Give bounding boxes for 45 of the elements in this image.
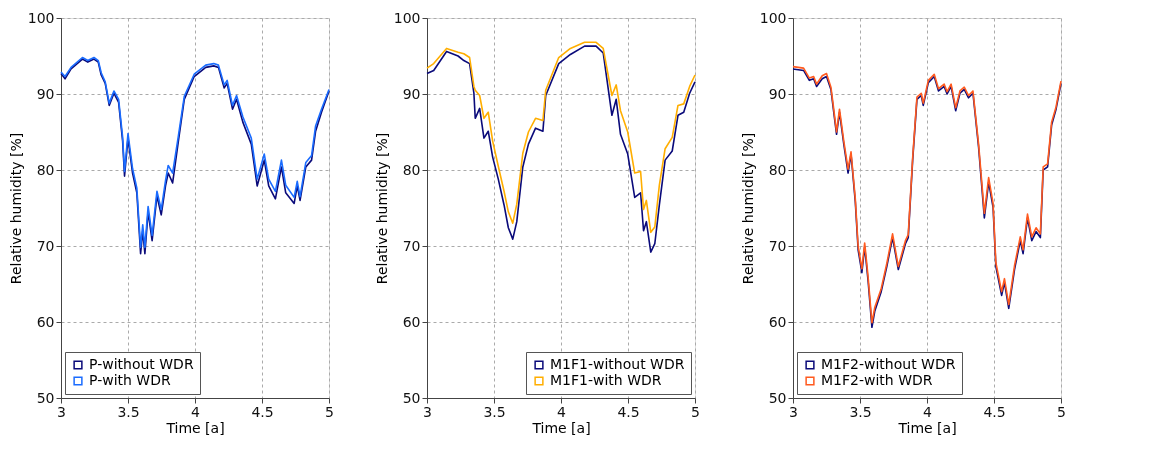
- x-axis-title: Time [a]: [165, 419, 225, 436]
- x-tick-label: 4.5: [251, 403, 274, 420]
- x-tick-label: 4.5: [983, 403, 1006, 420]
- y-tick-label: 70: [768, 237, 787, 254]
- y-tick-label: 100: [27, 9, 55, 26]
- y-tick-label: 90: [768, 85, 787, 102]
- x-tick-label: 4.5: [617, 403, 640, 420]
- legend-label: M1F1-with WDR: [550, 372, 662, 388]
- legend-label: M1F1-without WDR: [550, 356, 685, 372]
- y-tick-label: 60: [768, 313, 787, 330]
- y-tick-label: 90: [402, 85, 421, 102]
- x-tick-label: 4: [557, 403, 567, 420]
- y-tick-label: 60: [402, 313, 421, 330]
- x-tick-label: 3.5: [483, 403, 506, 420]
- y-axis-title: Relative humidity [%]: [373, 132, 390, 285]
- x-tick-label: 3: [789, 403, 798, 420]
- y-tick-label: 100: [759, 9, 787, 26]
- y-tick-label: 80: [402, 161, 421, 178]
- legend-label: M1F2-with WDR: [821, 372, 933, 388]
- y-tick-label: 90: [36, 85, 55, 102]
- x-tick-label: 3.5: [849, 403, 872, 420]
- legend-label: P-without WDR: [89, 356, 194, 372]
- y-tick-label: 50: [768, 389, 787, 406]
- legend-label: M1F2-without WDR: [821, 356, 956, 372]
- y-tick-label: 100: [393, 9, 421, 26]
- x-tick-label: 5: [325, 403, 334, 420]
- x-tick-label: 3: [423, 403, 432, 420]
- x-tick-label: 4: [923, 403, 933, 420]
- x-tick-label: 5: [1057, 403, 1066, 420]
- y-axis-title: Relative humidity [%]: [739, 132, 756, 285]
- x-tick-label: 3.5: [117, 403, 140, 420]
- y-tick-label: 50: [402, 389, 421, 406]
- y-tick-label: 70: [402, 237, 421, 254]
- y-tick-label: 80: [768, 161, 787, 178]
- x-tick-label: 4: [191, 403, 201, 420]
- y-tick-label: 80: [36, 161, 55, 178]
- x-axis-title: Time [a]: [531, 419, 591, 436]
- x-tick-label: 5: [691, 403, 700, 420]
- y-axis-title: Relative humidity [%]: [7, 132, 24, 285]
- y-tick-label: 60: [36, 313, 55, 330]
- x-tick-label: 3: [57, 403, 66, 420]
- y-tick-label: 50: [36, 389, 55, 406]
- legend-label: P-with WDR: [89, 372, 171, 388]
- x-axis-title: Time [a]: [897, 419, 957, 436]
- y-tick-label: 70: [36, 237, 55, 254]
